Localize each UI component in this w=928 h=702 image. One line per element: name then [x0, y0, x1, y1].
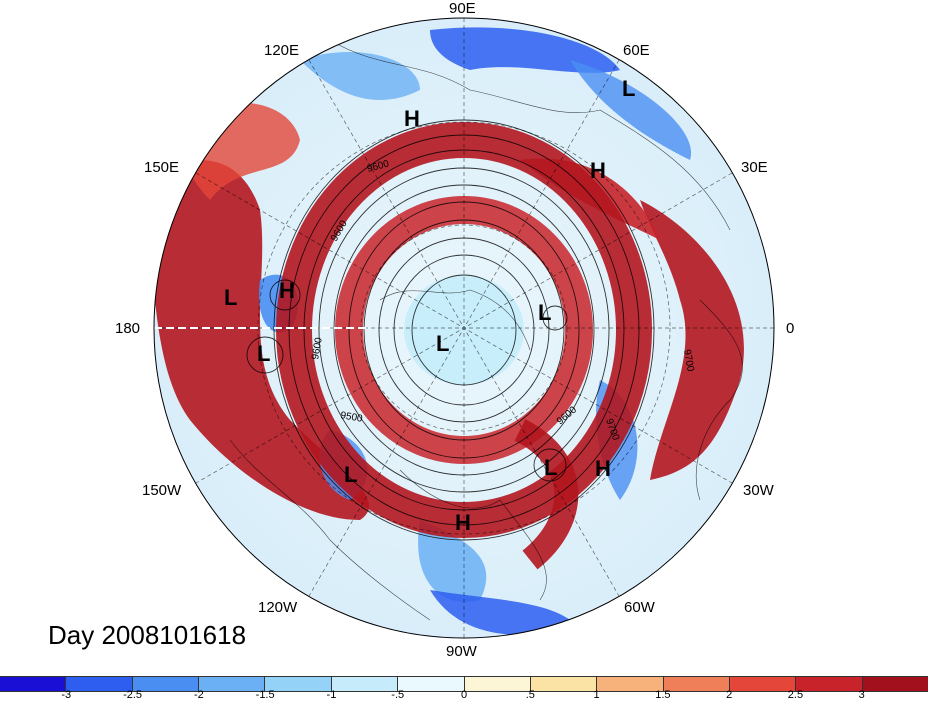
colorbar [0, 676, 928, 692]
pressure-center-low: L [344, 462, 358, 487]
pressure-center-low: L [257, 341, 271, 366]
colorbar-cell [597, 677, 664, 691]
colorbar-tick-label: 0 [460, 689, 468, 701]
colorbar-tick-label: -1 [326, 689, 337, 701]
contour-label: 9500 [339, 410, 363, 425]
lon-label-150e: 150E [144, 159, 180, 176]
colorbar-tick-label: 2.5 [787, 689, 804, 701]
pressure-center-low: L [538, 300, 552, 325]
colorbar-cell [331, 677, 399, 691]
lon-label-150w: 150W [142, 482, 182, 499]
colorbar-cell [464, 677, 531, 691]
colorbar-tick-label: .5 [525, 689, 535, 701]
colorbar-cell [862, 677, 928, 691]
day-label: Day 2008101618 [48, 620, 247, 650]
pressure-center-high: H [595, 456, 611, 481]
colorbar-tick-label: -.5 [391, 689, 405, 701]
pressure-center-high: H [590, 158, 606, 183]
pressure-center-low: L [544, 455, 558, 480]
contour-label: 9600 [310, 336, 325, 360]
lon-label-60w: 60W [624, 599, 655, 616]
colorbar-cell [729, 677, 797, 691]
lon-label-180: 180 [115, 320, 141, 337]
colorbar-cell [265, 677, 332, 691]
lon-label-90e: 90E [449, 0, 476, 17]
lon-label-60e: 60E [623, 42, 650, 59]
colorbar-tick-label: 1 [593, 689, 600, 701]
lon-label-0: 0 [786, 320, 795, 337]
colorbar-tick-label: 2 [726, 689, 733, 701]
pressure-center-high: H [279, 278, 295, 303]
pressure-center-high: H [455, 510, 471, 535]
colorbar-tick-label: -3 [61, 689, 72, 701]
colorbar-cell [0, 677, 67, 691]
colorbar-cell [66, 677, 133, 691]
colorbar-tick-label: -2 [193, 689, 204, 701]
lon-label-120e: 120E [264, 42, 300, 59]
colorbar-cell [132, 677, 200, 691]
contour-label: 9700 [681, 349, 696, 373]
anomaly-field [154, 18, 774, 638]
pressure-center-high: H [404, 106, 420, 131]
pressure-center-low: L [622, 76, 636, 101]
colorbar-cell [199, 677, 266, 691]
colorbar-cell [398, 677, 465, 691]
colorbar-tick-label: 3 [858, 689, 865, 701]
colorbar-tick-label: -2.5 [123, 689, 143, 701]
lon-label-120w: 120W [258, 599, 298, 616]
pressure-center-low: L [436, 331, 450, 356]
colorbar-tick-label: 1.5 [655, 689, 671, 701]
lon-label-30w: 30W [743, 482, 774, 499]
lon-label-30e: 30E [741, 159, 768, 176]
colorbar-cell [530, 677, 598, 691]
colorbar-tick-label: -1.5 [255, 689, 275, 701]
colorbar-cell [663, 677, 730, 691]
colorbar-cell [796, 677, 863, 691]
lon-label-90w: 90W [446, 643, 477, 660]
pressure-center-low: L [224, 285, 238, 310]
